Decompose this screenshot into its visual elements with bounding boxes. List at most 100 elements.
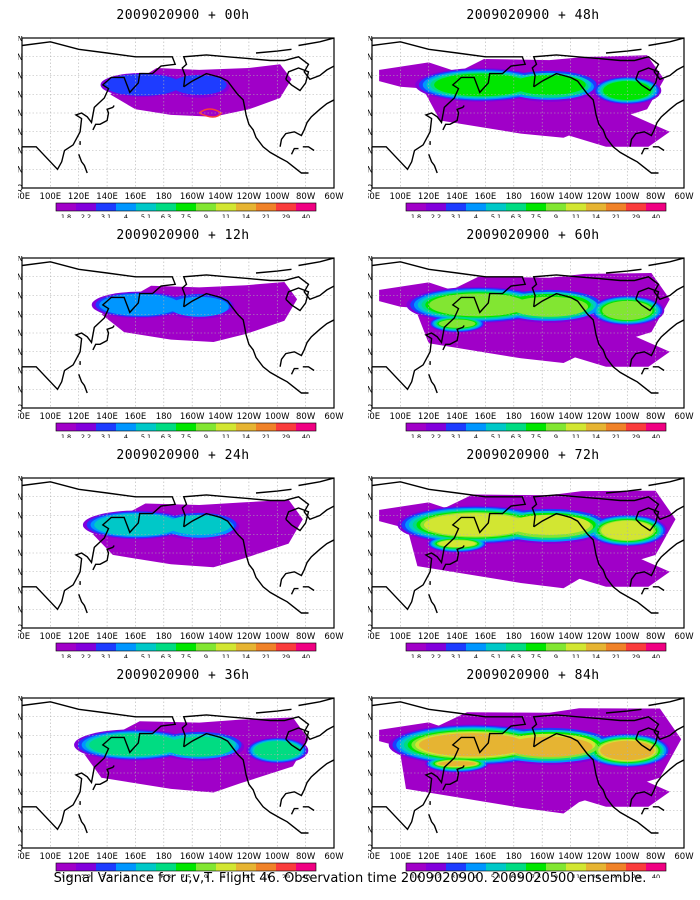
lat-label: 50N xyxy=(368,90,373,100)
lon-label: 100W xyxy=(265,192,290,202)
colorbar-label: 6.3 xyxy=(511,433,521,438)
colorbar-label: 2.2 xyxy=(81,873,91,878)
lon-label: 100W xyxy=(615,852,640,862)
coastline xyxy=(302,806,315,812)
lat-label: 40N xyxy=(368,769,373,779)
lon-label: 100W xyxy=(615,192,640,202)
colorbar-label: 3.1 xyxy=(451,213,461,218)
colorbar-label: 14 xyxy=(592,873,600,878)
forecast-panel-p12: 2009020900 + 12h 80N 70N 60N 50N 40N 30N 20N 10N… xyxy=(18,228,348,438)
panel-title: 2009020900 + 00h xyxy=(116,8,250,23)
colorbar-label: 29 xyxy=(632,653,640,658)
colorbar-label: 3.1 xyxy=(101,653,111,658)
lon-label: 140W xyxy=(208,412,233,422)
lon-label: 160E xyxy=(125,632,147,642)
colorbar-label: 1.8 xyxy=(61,653,71,658)
colorbar-label: 4 xyxy=(474,873,478,878)
colorbar-label: 29 xyxy=(282,213,290,218)
coastline xyxy=(183,512,309,614)
lon-label: 160W xyxy=(180,632,205,642)
colorbar-label: 4 xyxy=(124,873,128,878)
colorbar-swatch xyxy=(606,643,626,651)
lon-label: 120E xyxy=(418,852,440,862)
variance-map: 80N 70N 60N 50N 40N 30N 20N 10N EQ80E 100E 120E 140… xyxy=(368,476,694,658)
colorbar-label: 4 xyxy=(474,433,478,438)
panel-title: 2009020900 + 60h xyxy=(466,228,600,243)
lon-label: 120E xyxy=(68,632,90,642)
coastline xyxy=(298,258,334,267)
colorbar-swatch xyxy=(76,863,96,871)
lon-label: 120W xyxy=(587,632,612,642)
colorbar-swatch xyxy=(196,863,216,871)
lat-label: 20N xyxy=(18,147,23,157)
colorbar-swatch xyxy=(406,203,426,211)
coastline xyxy=(531,714,684,747)
lat-label: 40N xyxy=(368,549,373,559)
coastline xyxy=(285,727,310,752)
coastline xyxy=(640,807,649,815)
lon-label: 100E xyxy=(390,852,412,862)
coastline xyxy=(92,765,115,791)
lon-label: 100E xyxy=(390,192,412,202)
forecast-panel-p00: 2009020900 + 00h 80N 70N 60N 50N 40N 30N 20N 10N… xyxy=(18,8,348,218)
colorbar-label: 1.8 xyxy=(411,213,421,218)
lon-label: 60W xyxy=(324,412,344,422)
colorbar-label: 40 xyxy=(652,213,660,218)
lon-label: 140E xyxy=(446,632,468,642)
colorbar-swatch xyxy=(466,643,486,651)
lon-label: 100E xyxy=(390,412,412,422)
colorbar-swatch xyxy=(216,423,236,431)
coastline xyxy=(78,154,88,174)
lat-label: EQ xyxy=(368,844,373,854)
colorbar-swatch xyxy=(256,863,276,871)
map-frame xyxy=(21,37,335,189)
lat-label: 10N xyxy=(18,605,23,615)
lat-label: 70N xyxy=(18,493,23,503)
coastline xyxy=(183,292,309,394)
lat-label: 20N xyxy=(368,807,373,817)
colorbar-swatch xyxy=(156,863,176,871)
coastline xyxy=(22,261,177,391)
coastline xyxy=(255,48,292,54)
lat-label: 30N xyxy=(368,348,373,358)
lon-label: 160E xyxy=(475,412,497,422)
lon-label: 120E xyxy=(68,412,90,422)
lon-label: 140W xyxy=(558,632,583,642)
colorbar-swatch xyxy=(486,643,506,651)
colorbar-label: 21 xyxy=(612,433,620,438)
colorbar-label: 5.1 xyxy=(141,653,151,658)
lat-label: 10N xyxy=(18,825,23,835)
coastline xyxy=(181,494,334,527)
lon-label: 80E xyxy=(18,412,30,422)
lat-label: 80N xyxy=(368,696,373,704)
coastline xyxy=(181,274,334,307)
coastline xyxy=(181,714,334,747)
lon-label: 160W xyxy=(180,412,205,422)
colorbar-label: 3.1 xyxy=(101,433,111,438)
colorbar-swatch xyxy=(566,863,586,871)
lon-label: 100E xyxy=(40,852,62,862)
colorbar-label: 14 xyxy=(242,213,250,218)
colorbar-swatch xyxy=(76,423,96,431)
colorbar-swatch xyxy=(216,203,236,211)
coastline xyxy=(640,587,649,595)
colorbar-label: 40 xyxy=(652,873,660,878)
colorbar-swatch xyxy=(546,423,566,431)
coastline xyxy=(605,268,642,274)
colorbar-swatch xyxy=(136,203,156,211)
coastline xyxy=(298,478,334,487)
colorbar-label: 5.1 xyxy=(141,873,151,878)
coastline xyxy=(629,759,684,807)
colorbar-swatch xyxy=(136,423,156,431)
colorbar-swatch xyxy=(546,643,566,651)
coastline xyxy=(629,319,684,367)
colorbar-swatch xyxy=(96,643,116,651)
lon-label: 120W xyxy=(587,192,612,202)
colorbar-swatch xyxy=(426,423,446,431)
colorbar-swatch xyxy=(136,863,156,871)
lon-label: 120W xyxy=(237,192,262,202)
colorbar-swatch xyxy=(156,643,176,651)
lon-label: 160E xyxy=(125,192,147,202)
lon-label: 80E xyxy=(368,632,380,642)
colorbar-label: 3.1 xyxy=(451,433,461,438)
